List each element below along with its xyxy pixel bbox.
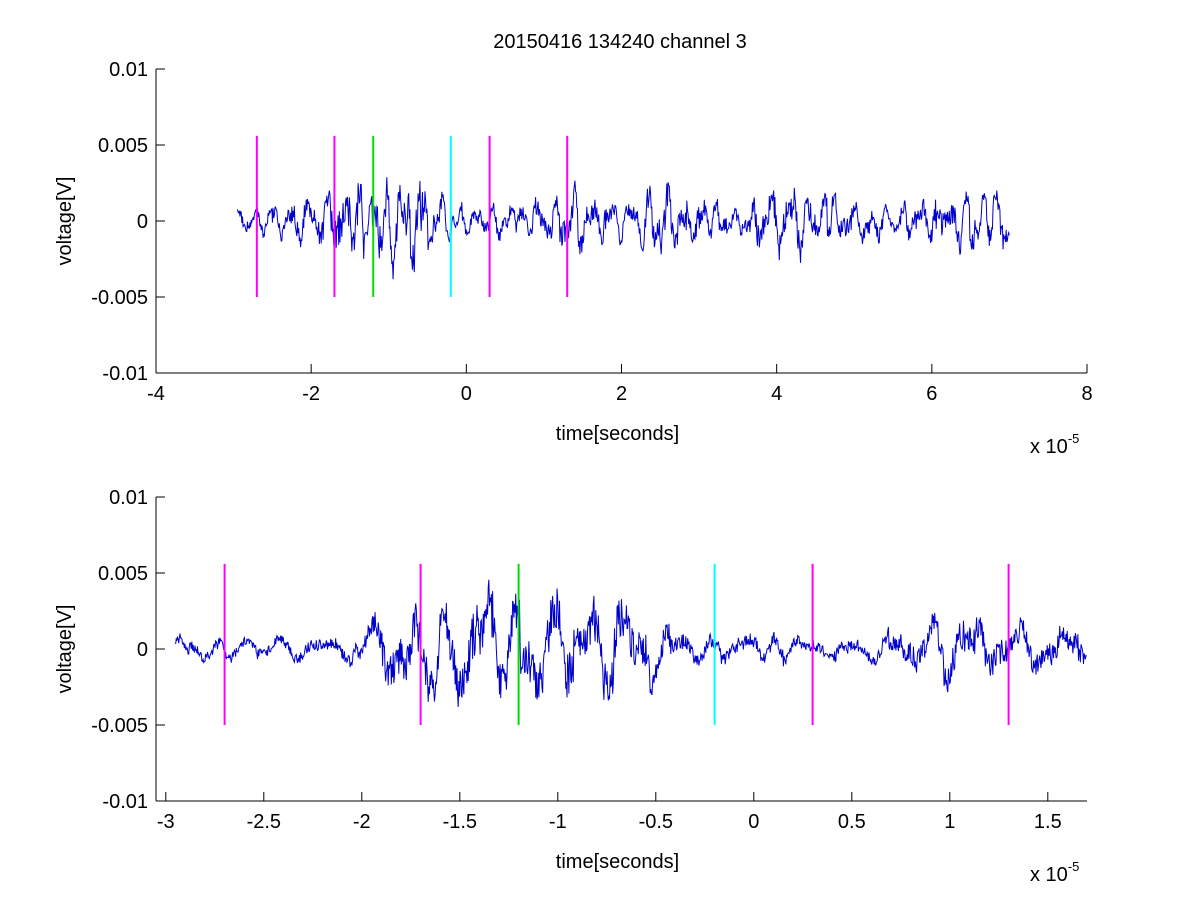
- bottom-x-tick-label: 0.5: [838, 811, 866, 833]
- bottom-y-tick-label: -0.01: [102, 791, 148, 813]
- bottom-x-tick-label: -0.5: [639, 811, 673, 833]
- top-signal-line: [236, 177, 1010, 280]
- bottom-y-tick-label: 0: [137, 639, 148, 661]
- top-y-axis-label: voltage[V]: [54, 177, 76, 266]
- top-x-multiplier: x 10-5: [1030, 431, 1079, 458]
- figure-title: 20150416 134240 channel 3: [493, 31, 747, 53]
- bottom-y-tick-label: 0.01: [109, 487, 148, 509]
- top-x-multiplier-exponent: -5: [1068, 431, 1080, 446]
- top-y-tick-label: 0.01: [109, 59, 148, 81]
- bottom-x-tick-label: -2.5: [247, 811, 281, 833]
- bottom-x-multiplier: x 10-5: [1030, 859, 1079, 886]
- bottom-y-axis-label: voltage[V]: [54, 605, 76, 694]
- top-y-tick-label: 0.005: [98, 135, 148, 157]
- bottom-x-tick-label: -1.5: [443, 811, 477, 833]
- bottom-x-multiplier-exponent: -5: [1068, 859, 1080, 874]
- bottom-x-tick-label: 0: [748, 811, 759, 833]
- top-x-tick-label: -2: [302, 383, 320, 405]
- top-x-tick-label: 8: [1081, 383, 1092, 405]
- top-x-axis-label: time[seconds]: [556, 423, 679, 445]
- top-x-multiplier-base: x 10: [1030, 436, 1068, 458]
- top-plot-panel: -0.01 -0.005 0 0.005 0.01 -4 -2 0 2 4 6 8 time[secon…: [54, 59, 1093, 458]
- bottom-x-multiplier-base: x 10: [1030, 864, 1068, 886]
- top-y-tick-label: -0.005: [91, 287, 148, 309]
- bottom-x-tick-label: 1.5: [1034, 811, 1062, 833]
- bottom-x-axis-label: time[seconds]: [556, 851, 679, 873]
- bottom-y-tick-label: 0.005: [98, 563, 148, 585]
- bottom-plot-panel: -0.01 -0.005 0 0.005 0.01 -3 -2.5 -2 -1.5 -1 -0.5 0…: [54, 487, 1087, 886]
- bottom-x-tick-label: -3: [157, 811, 175, 833]
- top-y-tick-label: -0.01: [102, 363, 148, 385]
- top-y-tick-label: 0: [137, 211, 148, 233]
- bottom-signal-line: [175, 579, 1087, 707]
- top-x-tick-label: 4: [771, 383, 782, 405]
- top-x-tick-label: 2: [616, 383, 627, 405]
- top-x-tick-label: 6: [926, 383, 937, 405]
- bottom-x-tick-label: -2: [353, 811, 371, 833]
- top-x-tick-label: -4: [147, 383, 165, 405]
- top-x-tick-label: 0: [461, 383, 472, 405]
- bottom-y-tick-label: -0.005: [91, 715, 148, 737]
- bottom-x-tick-label: -1: [549, 811, 567, 833]
- bottom-x-tick-label: 1: [944, 811, 955, 833]
